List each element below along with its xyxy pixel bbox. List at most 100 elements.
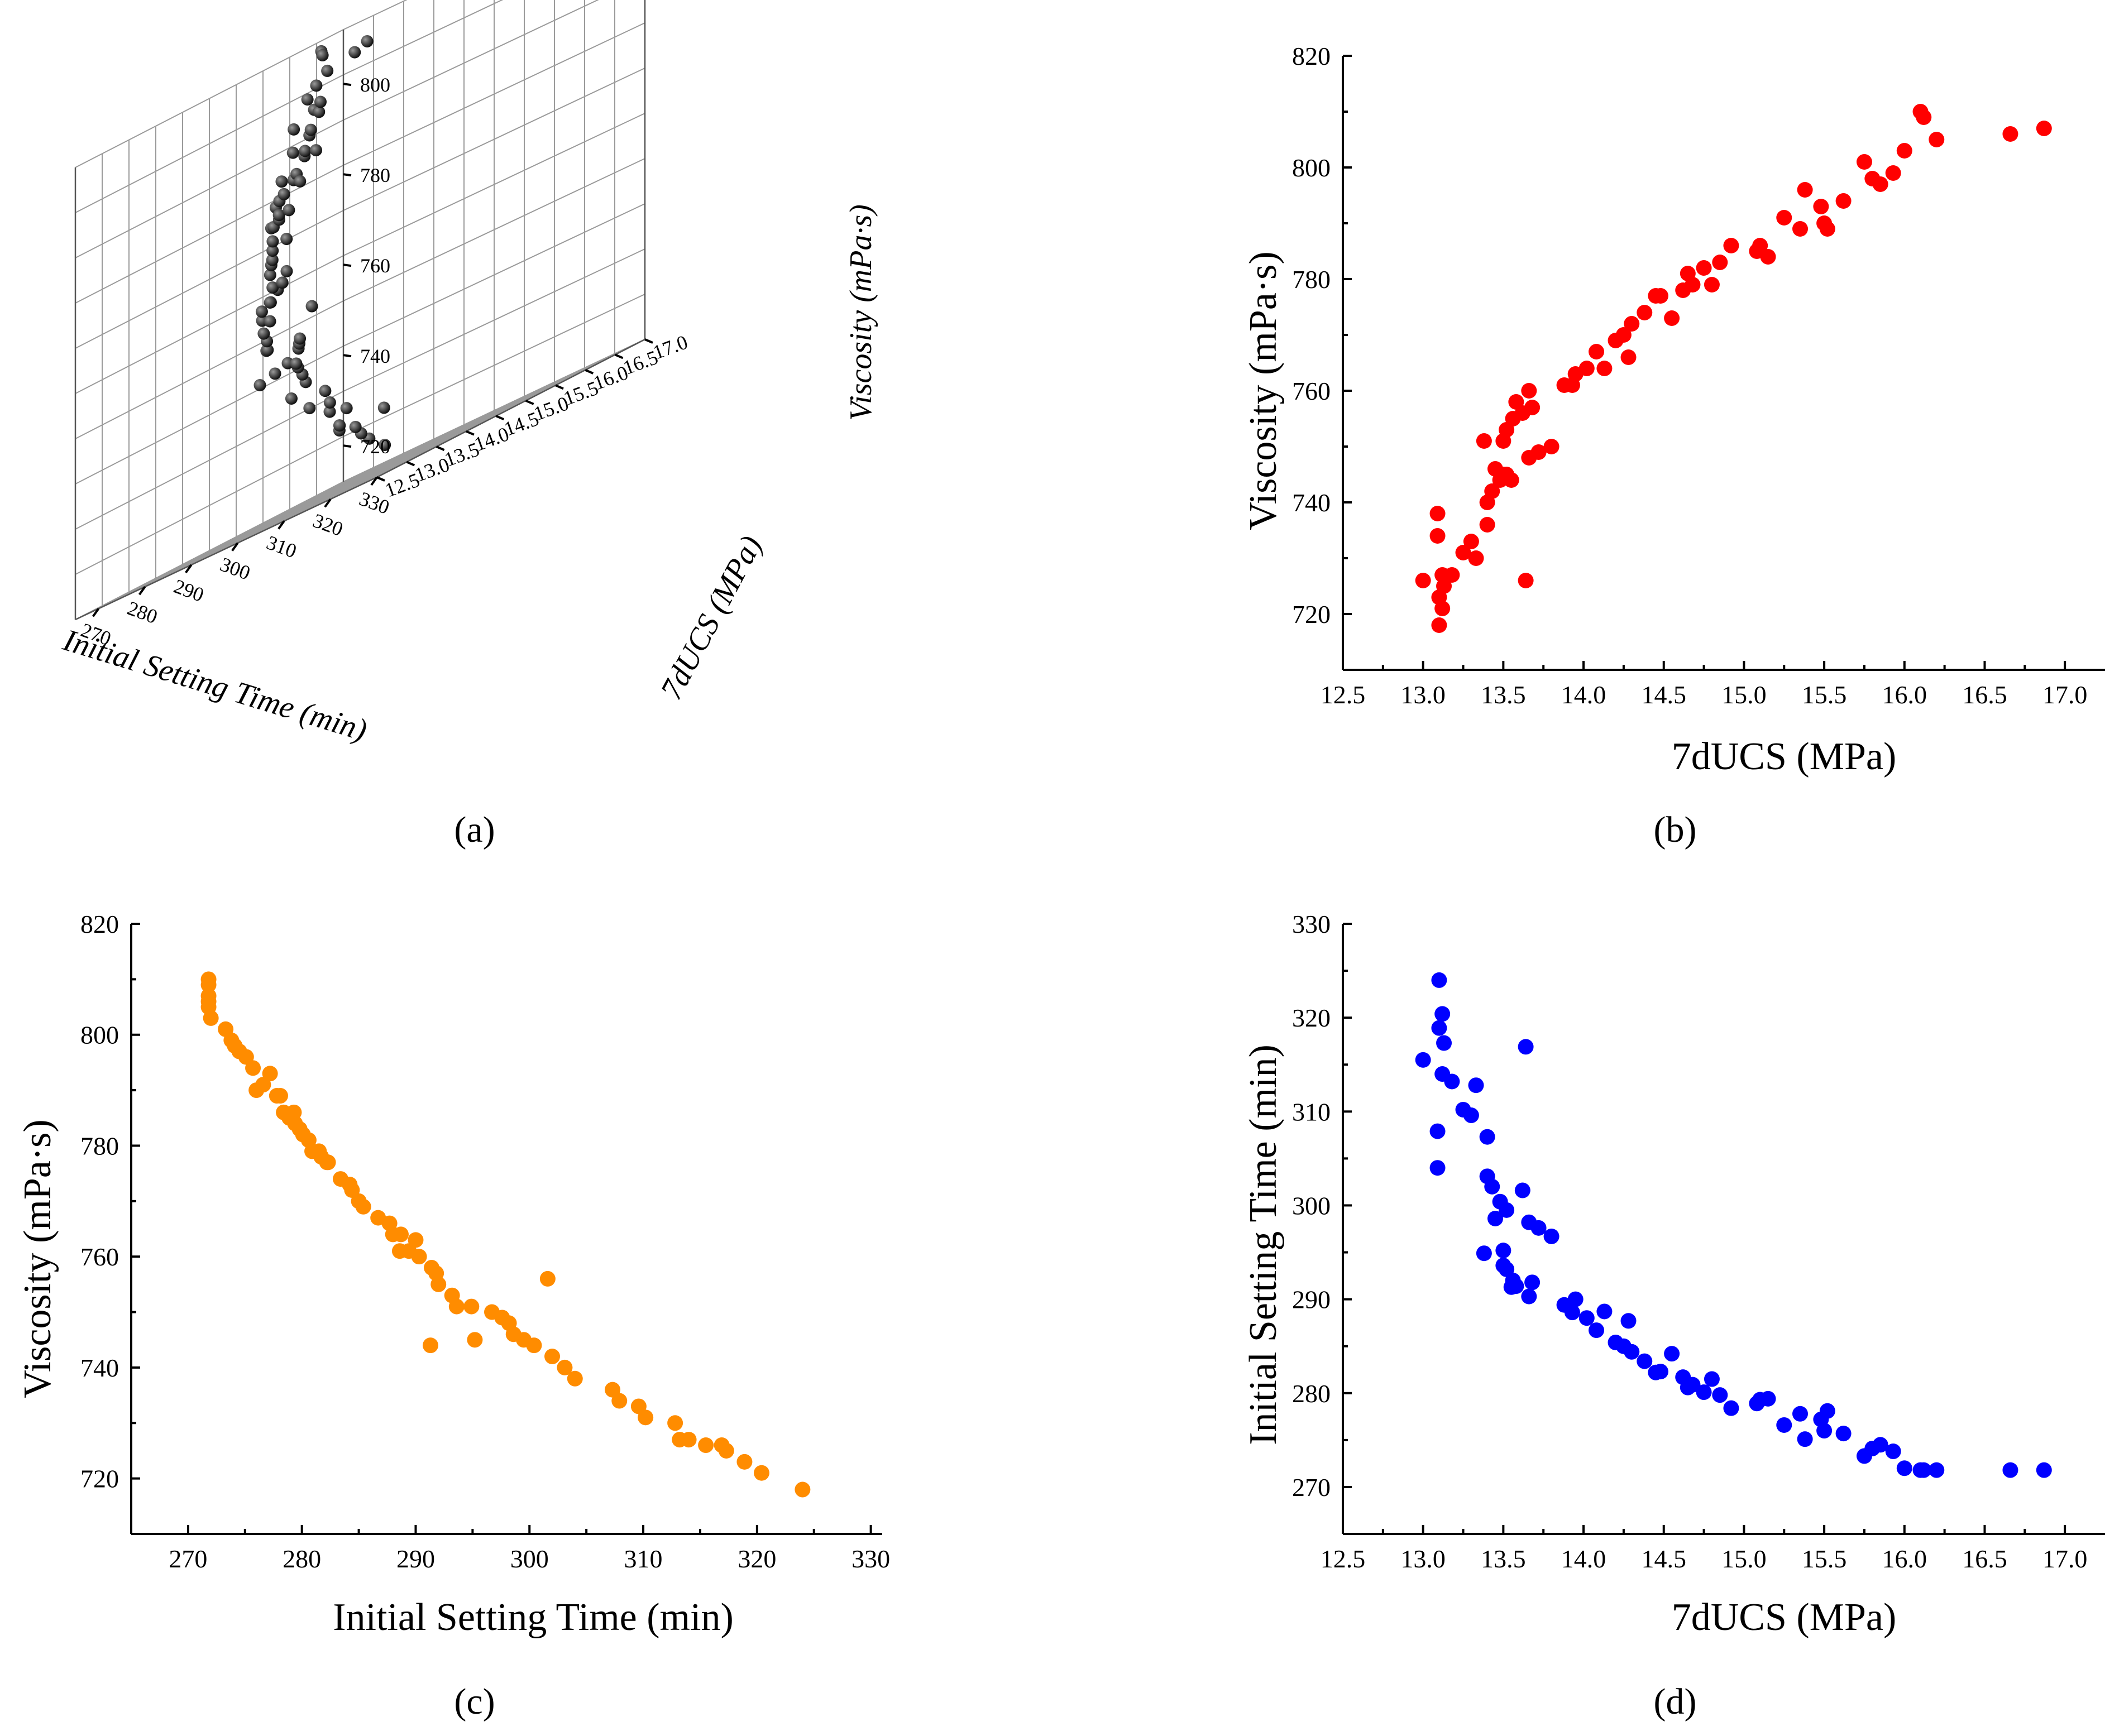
- panel-d-point: [1835, 1426, 1852, 1442]
- panel-d-point: [1792, 1406, 1808, 1422]
- panel-a-grid-line: [75, 119, 344, 258]
- panel-a-grid-line: [343, 68, 645, 211]
- panel-a-z-tick: [343, 444, 352, 448]
- panel-a-x-tick-label: 280: [125, 597, 160, 628]
- panel-d-point: [1704, 1371, 1720, 1387]
- panel-b-point: [1503, 472, 1519, 488]
- panel-c-point: [672, 1432, 688, 1448]
- panel-d-point: [1484, 1178, 1500, 1195]
- panel-label-d: (d): [1654, 1681, 1697, 1722]
- panel-b-point: [1752, 238, 1768, 253]
- panel-a-point: [314, 95, 327, 108]
- panel-b-point: [1896, 143, 1912, 159]
- panel-d-point: [1596, 1303, 1613, 1320]
- panel-d-ylabel: Initial Setting Time (min): [1242, 1044, 1285, 1445]
- panel-a-point: [285, 392, 298, 405]
- panel-b-x-tick-label: 13.0: [1400, 680, 1446, 709]
- panel-d-point: [1723, 1400, 1739, 1416]
- panel-a-y-tick-label: 17.0: [650, 330, 691, 363]
- panel-a-z-tick-label: 760: [360, 255, 390, 277]
- panel-c-point: [381, 1215, 398, 1231]
- panel-a-point: [333, 419, 346, 432]
- panel-c-x-tick-label: 300: [510, 1545, 549, 1573]
- panel-b-ylabel: Viscosity (mPa·s): [1242, 251, 1285, 530]
- panel-a-xlabel: Initial Setting Time (min): [59, 622, 371, 748]
- panel-a-x-tick: [185, 564, 193, 574]
- panel-d-point: [1434, 1006, 1451, 1022]
- panel-a-grid-line: [289, 366, 592, 510]
- panel-b-x-tick-label: 13.5: [1481, 680, 1526, 709]
- panel-b-point: [1463, 534, 1479, 549]
- panel-a-grid-line: [75, 29, 344, 168]
- panel-d-point: [1514, 1182, 1530, 1198]
- panel-a-point: [280, 265, 293, 277]
- panel-b-point: [1819, 221, 1835, 237]
- panel-c-point: [714, 1437, 730, 1454]
- panel-b-point: [1620, 349, 1637, 365]
- panel-a-y-tick: [644, 338, 653, 344]
- panel-d-point: [1885, 1444, 1901, 1460]
- panel-c-point: [605, 1382, 621, 1398]
- panel-b-point: [1916, 109, 1932, 125]
- panel-d-point: [1429, 1160, 1446, 1176]
- panel-c-point: [544, 1349, 561, 1365]
- panel-b-point: [1615, 327, 1632, 343]
- panel-d-point: [1495, 1243, 1511, 1259]
- panel-b-point: [1704, 277, 1720, 292]
- panel-c-point: [342, 1177, 358, 1193]
- panel-a-grid-line: [343, 0, 504, 75]
- panel-d-x-tick-label: 15.5: [1802, 1545, 1847, 1573]
- panel-c-point: [444, 1287, 460, 1303]
- panel-b-point: [1696, 260, 1712, 276]
- panel-a-zlabel: Viscosity (mPa·s): [844, 204, 878, 421]
- panel-b-point: [2036, 121, 2052, 136]
- panel-a-grid-line: [75, 74, 344, 213]
- panel-b-point: [1444, 567, 1460, 583]
- panel-b-x-tick-label: 16.0: [1882, 680, 1927, 709]
- panel-c-point: [200, 977, 217, 993]
- panel-b-point: [1776, 210, 1792, 226]
- panel-a-grid-line: [75, 481, 344, 620]
- panel-d-point: [1652, 1364, 1668, 1380]
- panel-label-b: (b): [1654, 809, 1697, 850]
- panel-d-point: [1567, 1291, 1584, 1307]
- panel-a-grid-line: [343, 339, 645, 482]
- panel-c-y-tick-label: 720: [80, 1465, 119, 1493]
- panel-c-point: [516, 1332, 532, 1348]
- panel-d-point: [1712, 1387, 1728, 1403]
- panel-b-point: [1929, 132, 1945, 147]
- panel-b-point: [1596, 361, 1613, 376]
- panel-b-point: [1723, 238, 1739, 253]
- panel-a-point: [264, 296, 276, 309]
- panel-c-point: [287, 1115, 303, 1131]
- panel-d-point: [1760, 1390, 1776, 1407]
- panel-c-point: [557, 1359, 573, 1375]
- panel-c-point: [428, 1265, 444, 1281]
- panel-b-point: [1685, 277, 1701, 292]
- panel-a-point: [288, 123, 300, 136]
- panel-a-point: [253, 378, 266, 391]
- panel-d-point: [2002, 1462, 2018, 1478]
- panel-b-x-tick-label: 14.5: [1641, 680, 1686, 709]
- panel-a-point: [321, 64, 334, 77]
- panel-d-point: [1508, 1278, 1524, 1294]
- panel-c-y-tick-label: 760: [80, 1243, 119, 1271]
- panel-d-point: [1431, 1020, 1447, 1036]
- panel-a-y-tick: [376, 476, 385, 482]
- panel-d-x-tick-label: 14.5: [1641, 1545, 1686, 1573]
- panel-c-x-tick-label: 310: [624, 1545, 663, 1573]
- panel-d-point: [1776, 1417, 1792, 1433]
- panel-d-y-tick-label: 290: [1292, 1286, 1331, 1314]
- panel-b-point: [1431, 617, 1447, 633]
- panel-d-y-tick-label: 270: [1292, 1473, 1331, 1502]
- panel-c-point: [667, 1415, 683, 1431]
- panel-a-point: [313, 105, 326, 118]
- panel-d-point: [1444, 1073, 1460, 1090]
- panel-a-point: [272, 209, 285, 222]
- panel-d-x-tick-label: 13.5: [1481, 1545, 1526, 1573]
- panel-b-point: [1518, 573, 1534, 588]
- panel-a-x-tick-label: 300: [217, 553, 253, 584]
- panel-a-point: [340, 402, 353, 415]
- panel-a-grid-line: [105, 467, 374, 606]
- panel-b-point: [1589, 344, 1605, 359]
